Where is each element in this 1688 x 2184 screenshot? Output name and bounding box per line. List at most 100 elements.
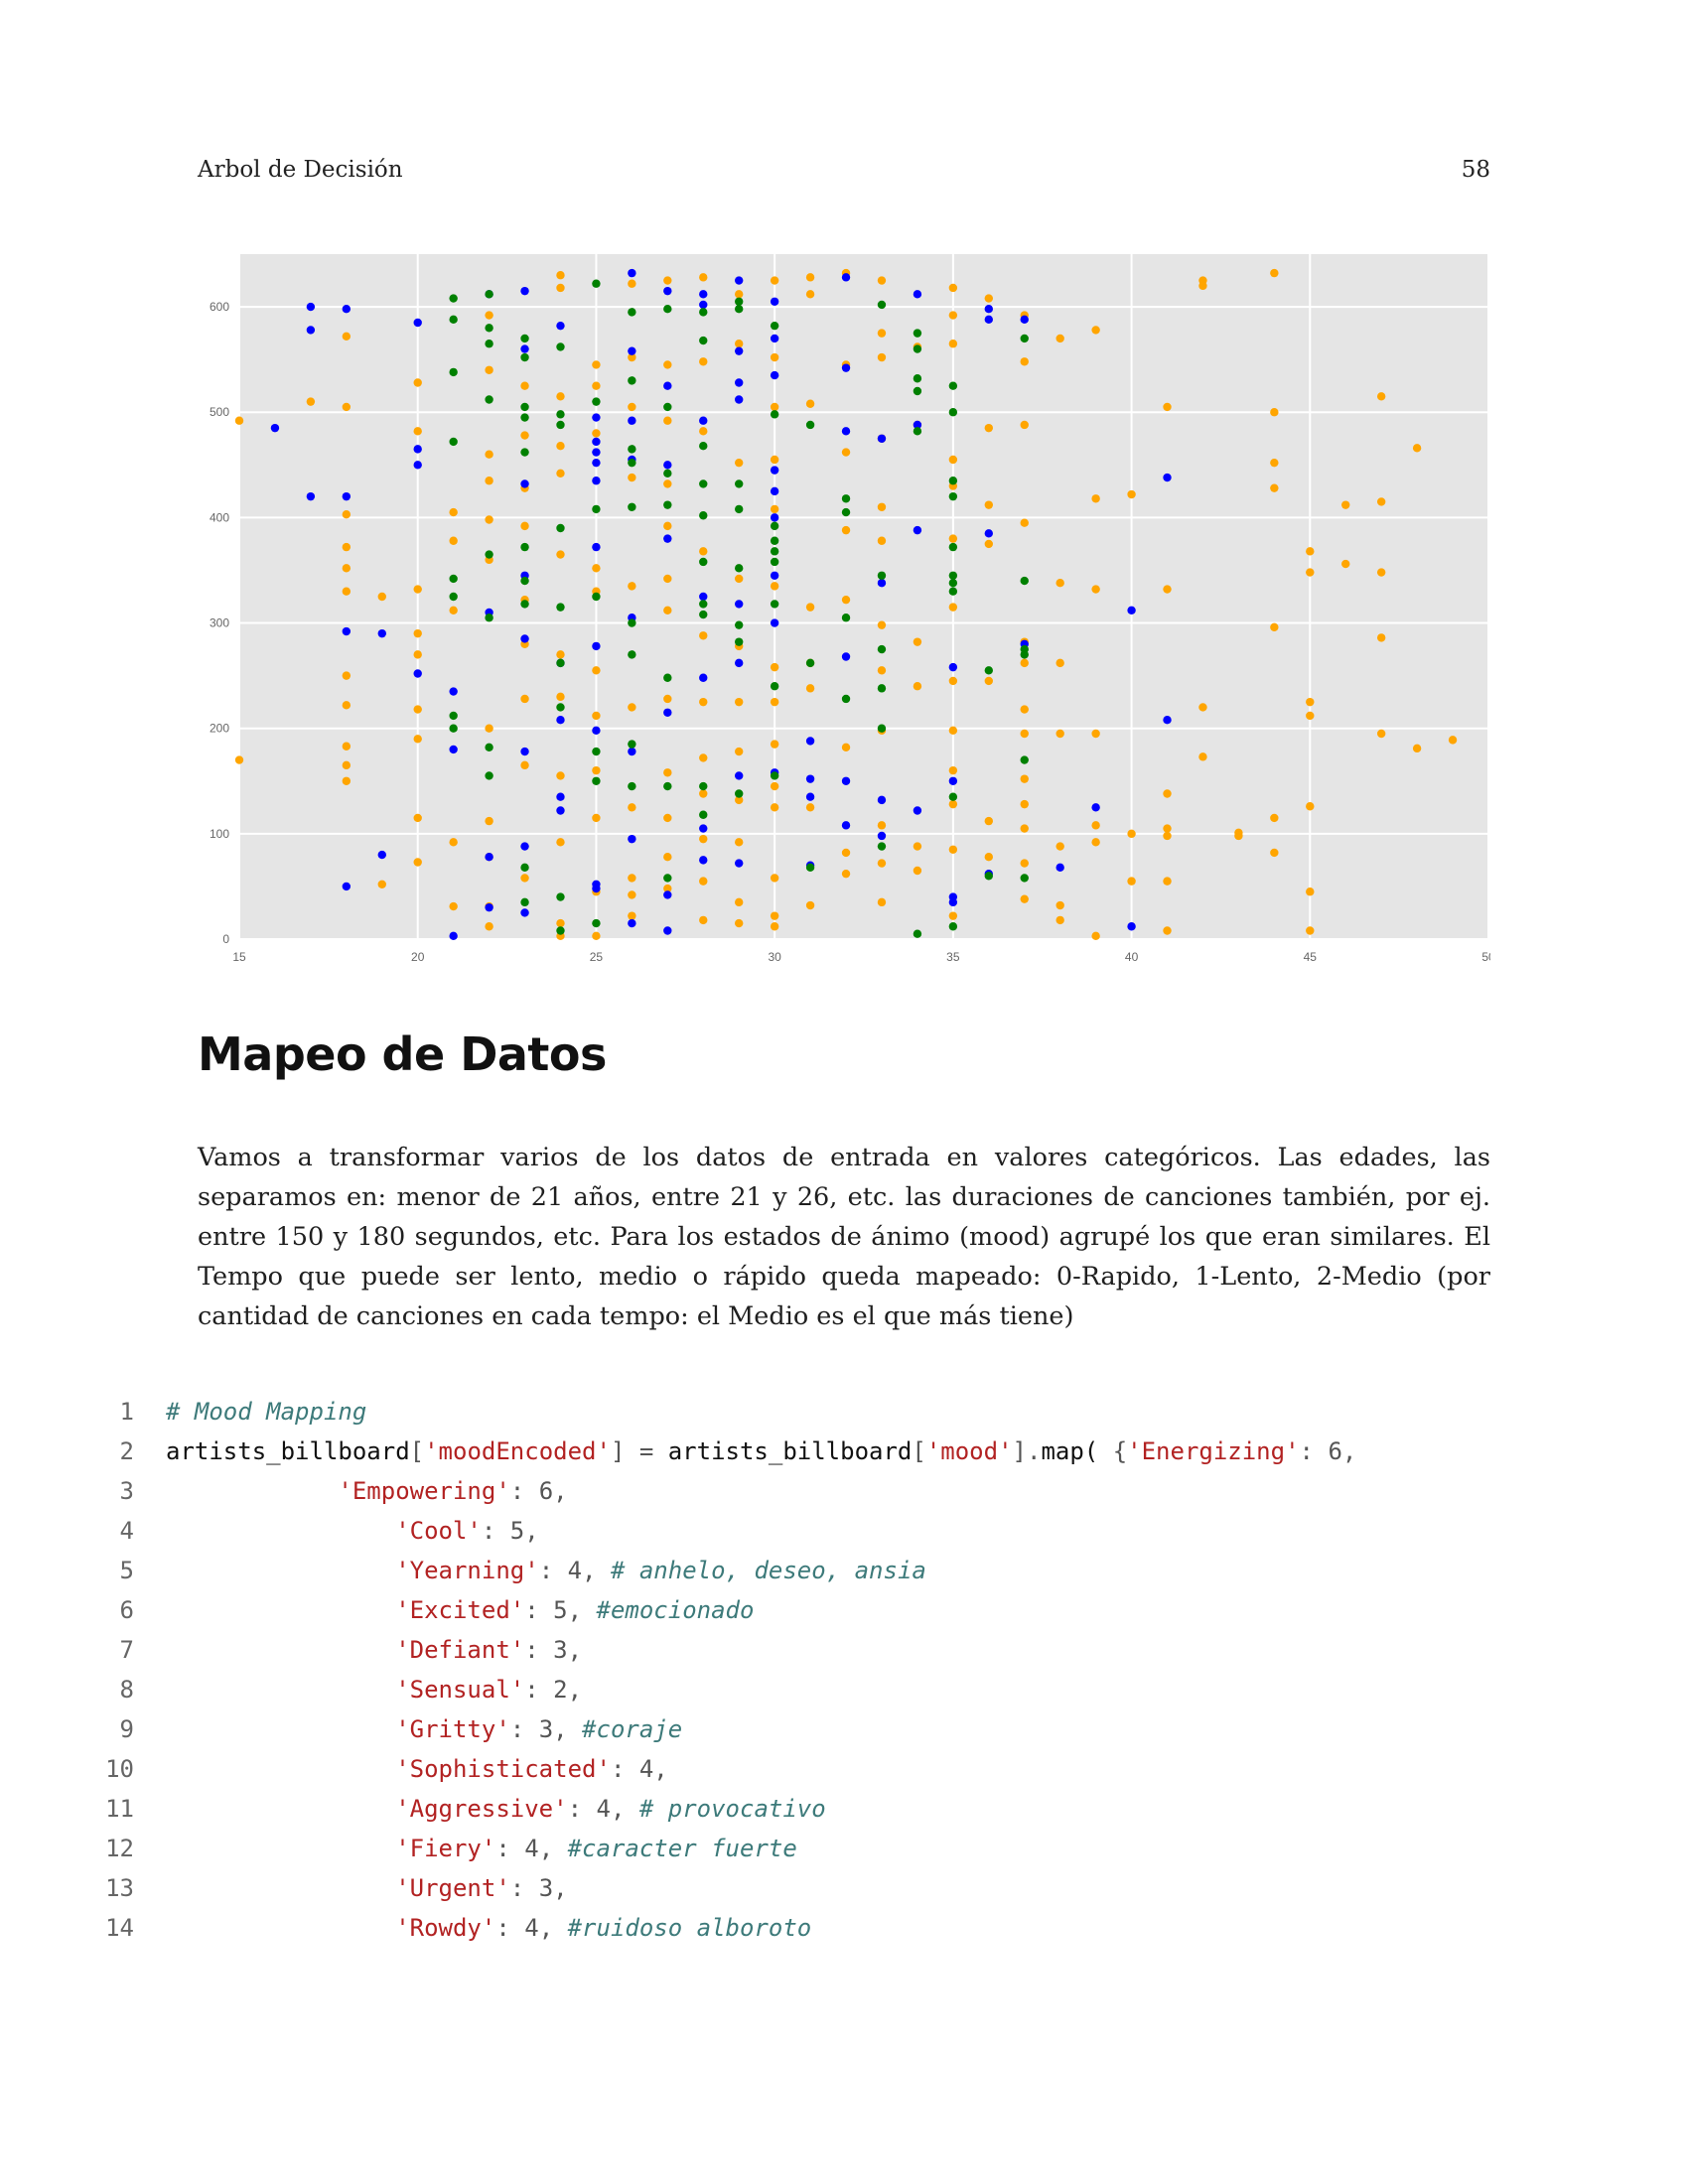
code-text: 'Yearning': 4, # anhelo, deseo, ansia <box>166 1551 926 1590</box>
data-point-orange <box>413 378 422 387</box>
data-point-green <box>913 427 922 436</box>
data-point-green <box>699 511 708 520</box>
data-point-orange <box>342 701 352 710</box>
data-point-orange <box>556 838 565 847</box>
data-point-orange <box>663 416 672 425</box>
data-point-blue <box>735 395 744 404</box>
data-point-orange <box>592 765 601 775</box>
data-point-orange <box>841 448 851 457</box>
data-point-blue <box>520 479 529 488</box>
section-title: Mapeo de Datos <box>198 1027 607 1081</box>
data-point-orange <box>1198 281 1207 291</box>
data-point-green <box>628 781 636 791</box>
x-tick-label: 45 <box>1304 950 1318 964</box>
data-point-green <box>628 740 636 749</box>
data-point-orange <box>1412 444 1422 453</box>
data-point-orange <box>770 697 779 707</box>
data-point-orange <box>342 564 352 573</box>
line-number: 11 <box>105 1795 134 1823</box>
data-point-orange <box>1163 824 1172 833</box>
data-point-blue <box>556 321 565 331</box>
data-point-orange <box>770 803 779 812</box>
code-token-punct: : <box>495 1835 525 1862</box>
x-tick-label: 35 <box>946 950 960 964</box>
data-point-green <box>556 342 565 351</box>
data-point-orange <box>556 650 565 659</box>
code-line: 7 'Defiant': 3, <box>0 1630 1688 1670</box>
data-point-orange <box>1306 547 1315 556</box>
code-token-num: 4 <box>567 1557 583 1584</box>
data-point-blue <box>592 641 601 651</box>
code-token-punct: : <box>495 1914 525 1942</box>
data-point-green <box>556 658 565 668</box>
data-point-blue <box>628 834 636 844</box>
data-point-orange <box>485 365 493 374</box>
code-token-text <box>166 1676 395 1704</box>
data-point-green <box>948 922 958 931</box>
data-point-orange <box>1127 877 1136 886</box>
data-point-blue <box>592 413 601 422</box>
data-point-orange <box>1163 831 1172 841</box>
code-token-text <box>166 1596 395 1624</box>
data-point-orange <box>1376 392 1386 401</box>
data-point-blue <box>592 458 601 468</box>
data-point-green <box>735 564 744 573</box>
data-point-blue <box>735 346 744 355</box>
data-point-green <box>485 743 493 751</box>
data-point-green <box>699 557 708 567</box>
data-point-blue <box>270 423 280 433</box>
x-tick-label: 25 <box>590 950 604 964</box>
data-point-green <box>592 592 601 602</box>
data-point-blue <box>1091 803 1100 812</box>
code-token-punct: , <box>653 1755 668 1783</box>
data-point-green <box>877 842 887 851</box>
data-point-green <box>485 614 493 622</box>
data-point-orange <box>1020 658 1029 668</box>
data-point-orange <box>1020 420 1029 430</box>
data-point-orange <box>735 795 744 805</box>
data-point-orange <box>628 279 636 288</box>
data-point-orange <box>1127 489 1136 499</box>
body-paragraph: Vamos a transformar varios de los datos … <box>198 1143 1490 1331</box>
data-point-orange <box>699 631 708 640</box>
data-point-blue <box>663 461 672 470</box>
code-line: 9 'Gritty': 3, #coraje <box>0 1709 1688 1749</box>
data-point-green <box>735 789 744 798</box>
data-point-orange <box>663 853 672 862</box>
data-point-orange <box>377 880 386 888</box>
code-line: 12 'Fiery': 4, #caracter fuerte <box>0 1829 1688 1868</box>
data-point-orange <box>913 866 922 876</box>
data-point-orange <box>948 911 958 920</box>
data-point-green <box>449 592 458 602</box>
code-text: 'Urgent': 3, <box>166 1868 567 1908</box>
y-tick-label: 400 <box>210 510 229 524</box>
data-point-orange <box>841 595 851 605</box>
data-point-orange <box>770 922 779 931</box>
data-point-green <box>948 491 958 501</box>
data-point-orange <box>1055 579 1064 588</box>
data-point-orange <box>1270 848 1279 858</box>
data-point-orange <box>948 311 958 320</box>
data-point-green <box>449 711 458 721</box>
code-token-num: 2 <box>553 1676 568 1704</box>
data-point-orange <box>234 755 244 764</box>
data-point-blue <box>520 842 529 851</box>
data-point-green <box>770 521 779 531</box>
data-point-orange <box>520 521 529 531</box>
data-point-blue <box>628 268 636 278</box>
scatter-chart-svg: 15202530354045500100200300400500600 <box>210 254 1490 964</box>
code-token-punct: : <box>481 1517 510 1545</box>
code-token-num: 6 <box>1328 1437 1342 1465</box>
data-point-orange <box>877 329 887 338</box>
line-number: 1 <box>119 1398 134 1426</box>
data-point-blue <box>592 448 601 457</box>
code-token-punct: [ <box>912 1437 926 1465</box>
data-point-green <box>628 618 636 627</box>
data-point-orange <box>485 311 493 320</box>
data-point-orange <box>663 276 672 285</box>
code-line: 13 'Urgent': 3, <box>0 1868 1688 1908</box>
line-number: 13 <box>105 1874 134 1902</box>
data-point-blue <box>735 859 744 868</box>
data-point-orange <box>1091 326 1100 335</box>
data-point-orange <box>805 803 815 812</box>
